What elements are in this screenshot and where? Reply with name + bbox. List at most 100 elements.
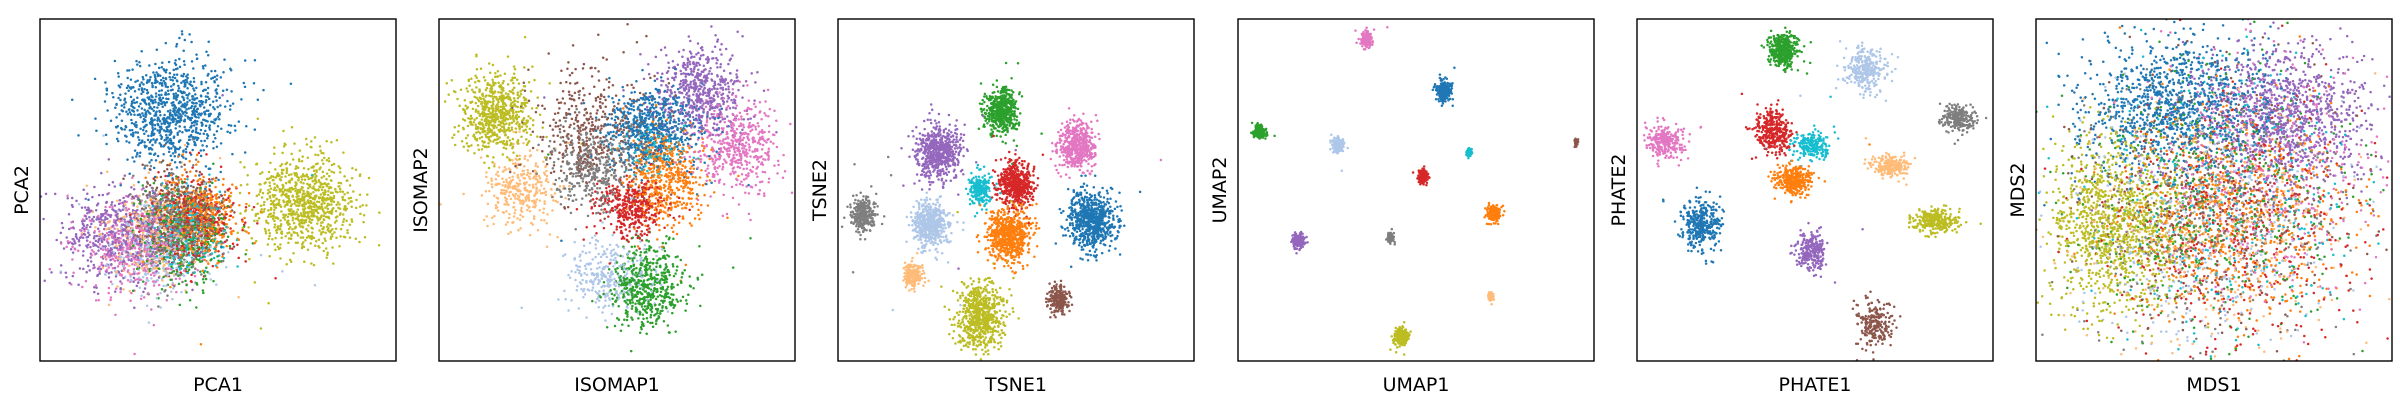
scatter-point [173,186,177,189]
scatter-point [159,234,163,238]
scatter-point [175,175,178,178]
scatter-point [116,199,119,203]
scatter-point [102,264,105,267]
scatter-point [283,142,286,145]
scatter-point [247,191,251,195]
scatter-point [212,177,215,180]
scatter-point [330,170,333,174]
scatter-point [291,195,295,198]
scatter-point [185,108,188,111]
scatter-point [200,250,203,254]
scatter-point [116,139,120,143]
scatter-point [104,248,108,252]
scatter-point [204,246,208,249]
scatter-point [229,124,233,127]
scatter-point [156,129,159,132]
scatter-point [107,266,111,269]
scatter-point [311,180,314,183]
scatter-point [195,126,198,130]
scatter-point [128,290,131,293]
scatter-point [320,203,323,206]
scatter-point [212,256,216,260]
scatter-point [358,205,362,208]
scatter-point [101,248,105,252]
scatter-point [162,68,165,71]
scatter-point [212,226,215,229]
scatter-point [160,89,164,92]
scatter-point [144,111,148,115]
scatter-point [307,206,310,209]
scatter-point [272,195,275,198]
scatter-point [172,257,176,261]
scatter-point [183,125,186,129]
scatter-point [97,214,100,218]
scatter-point [216,84,220,88]
scatter-point [111,242,114,246]
scatter-point [187,247,191,251]
scatter-point [108,219,112,223]
scatter-point [115,273,118,276]
scatter-point [224,265,228,269]
scatter-point [274,276,277,280]
scatter-point [182,103,185,107]
scatter-point [170,158,174,162]
scatter-point [191,265,195,268]
scatter-point [272,178,275,182]
scatter-point [193,105,196,109]
scatter-point [149,232,153,235]
scatter-point [87,209,90,212]
scatter-point [205,144,209,148]
scatter-point [126,158,129,161]
scatter-point [133,160,136,163]
scatter-point [131,262,134,266]
scatter-point [93,230,96,233]
scatter-point [154,159,158,162]
scatter-point [237,120,241,123]
scatter-point [163,193,167,196]
scatter-point [160,82,164,86]
scatter-point [342,220,345,224]
scatter-point [220,246,223,249]
scatter-point [202,198,205,201]
scatter-point [66,194,69,198]
scatter-point [274,248,277,252]
scatter-point [178,100,182,103]
scatter-point [105,212,108,216]
scatter-point [117,75,120,78]
scatter-point [192,185,195,189]
scatter-point [141,184,145,187]
scatter-point [180,30,184,33]
scatter-point [287,222,290,225]
scatter-point [342,218,346,221]
scatter-point [208,173,211,176]
scatter-point [210,257,213,261]
scatter-point [305,143,309,146]
scatter-point [150,94,153,97]
scatter-point [308,185,312,188]
scatter-point [120,282,124,285]
scatter-point [326,207,330,211]
scatter-point [158,199,161,202]
scatter-point [251,242,255,245]
scatter-point [303,207,307,210]
scatter-point [153,247,156,251]
scatter-point [184,157,188,161]
scatter-point [163,103,167,107]
scatter-point [176,108,180,112]
scatter-point [170,197,174,200]
scatter-point [117,219,121,223]
scatter-point [328,174,331,178]
scatter-point [92,219,95,223]
scatter-point [113,221,117,224]
scatter-point [136,153,139,156]
scatter-point [141,75,145,79]
scatter-point [111,180,115,184]
scatter-point [128,128,132,132]
scatter-point [161,199,164,202]
scatter-point [338,207,342,210]
scatter-point [260,196,264,199]
scatter-point [310,145,313,149]
scatter-point [313,283,317,287]
scatter-point [341,223,344,227]
scatter-point [138,64,142,68]
